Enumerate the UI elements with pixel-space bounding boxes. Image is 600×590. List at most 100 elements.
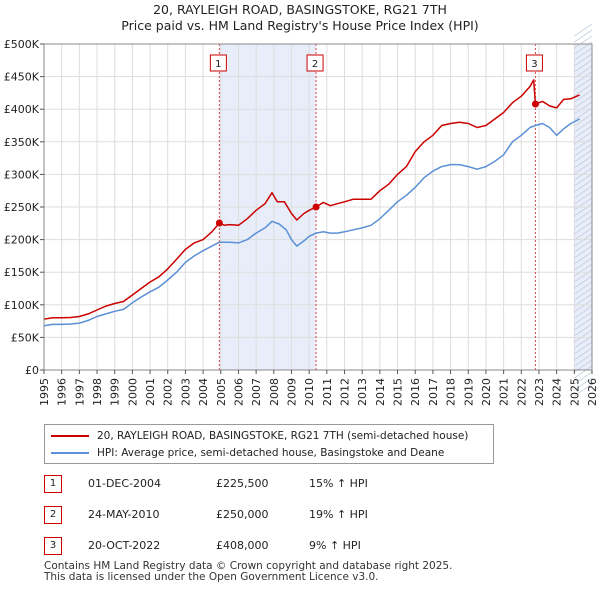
x-tick-label: 2000 <box>126 378 139 406</box>
x-tick-label: 1996 <box>56 378 69 406</box>
y-tick-label: £100K <box>4 299 40 312</box>
hatch-line <box>574 35 593 49</box>
hatch-line <box>574 227 593 241</box>
hatch-line <box>574 257 593 271</box>
hatch-line <box>574 185 593 199</box>
legend-swatch-hpi <box>51 452 89 454</box>
hatch-line <box>574 377 593 391</box>
x-tick-label: 2003 <box>179 378 192 406</box>
hatch-line <box>574 149 593 163</box>
series-lines <box>43 79 580 327</box>
hatch-line <box>574 143 593 157</box>
x-tick-label: 2010 <box>303 378 316 406</box>
hatch-line <box>574 197 593 211</box>
hatch-line <box>574 365 593 379</box>
sale-label-box <box>306 54 324 72</box>
x-tick-label: 2011 <box>321 378 334 406</box>
x-tick-label: 2007 <box>250 378 263 406</box>
y-tick-label: £300K <box>4 168 40 181</box>
x-tick-label: 2024 <box>551 378 564 406</box>
hatch-line <box>574 335 593 349</box>
hatch-line <box>574 173 593 187</box>
hatch-line <box>574 161 593 175</box>
x-tick-label: 2015 <box>392 378 405 406</box>
hatch-line <box>574 203 593 217</box>
legend-swatch-property <box>51 435 89 437</box>
footer-copyright: Contains HM Land Registry data © Crown c… <box>44 560 453 572</box>
x-tick-label: 2025 <box>568 378 581 406</box>
x-tick-label: 2022 <box>515 378 528 406</box>
hatch-line <box>574 65 593 79</box>
legend-item-property: 20, RAYLEIGH ROAD, BASINGSTOKE, RG21 7TH… <box>51 428 468 444</box>
hatch-line <box>574 101 593 115</box>
chart-subtitle: Price paid vs. HM Land Registry's House … <box>121 18 479 33</box>
hatch-line <box>574 275 593 289</box>
hatch-line <box>574 89 593 103</box>
x-tick-label: 2018 <box>445 378 458 406</box>
hatch-line <box>574 353 593 367</box>
x-tick-label: 2016 <box>409 378 422 406</box>
hatch-line <box>574 329 593 343</box>
sale-label-text: 3 <box>531 59 537 70</box>
x-tick-label: 1998 <box>91 378 104 406</box>
legend: 20, RAYLEIGH ROAD, BASINGSTOKE, RG21 7TH… <box>44 424 494 464</box>
sale-label-box <box>525 54 543 72</box>
hatch-line <box>574 83 593 97</box>
sale-point <box>215 219 223 227</box>
hatch-line <box>574 191 593 205</box>
transaction-hpi: 19% ↑ HPI <box>309 508 368 521</box>
legend-label-property: 20, RAYLEIGH ROAD, BASINGSTOKE, RG21 7TH… <box>97 430 469 442</box>
x-tick-label: 1997 <box>73 378 86 406</box>
transaction-number: 2 <box>44 506 62 524</box>
chart-title: 20, RAYLEIGH ROAD, BASINGSTOKE, RG21 7TH <box>153 2 447 17</box>
y-tick-label: £350K <box>4 136 40 149</box>
y-tick-label: £400K <box>4 103 40 116</box>
x-tick-label: 2009 <box>285 378 298 406</box>
hatch-line <box>574 311 593 325</box>
y-tick-label: £500K <box>4 38 40 51</box>
x-tick-label: 2002 <box>162 378 175 406</box>
hatch-line <box>574 119 593 133</box>
sale-labels: 1 2 3 <box>209 54 543 72</box>
footer-licence: This data is licensed under the Open Gov… <box>44 571 379 583</box>
footer: Contains HM Land Registry data © Crown c… <box>44 561 452 583</box>
transaction-date: 20-OCT-2022 <box>88 539 161 552</box>
hatch-line <box>574 107 593 121</box>
hatch-line <box>574 341 593 355</box>
transaction-price: £225,500 <box>216 477 269 490</box>
hatch-line <box>574 239 593 253</box>
hatch-line <box>574 113 593 127</box>
y-tick-label: £250K <box>4 201 40 214</box>
hatch-line <box>574 53 593 67</box>
x-tick-label: 2026 <box>586 378 599 406</box>
x-tick-label: 2004 <box>197 378 210 406</box>
transaction-date: 01-DEC-2004 <box>88 477 162 490</box>
hatch-line <box>574 293 593 307</box>
x-tick-label: 2021 <box>498 378 511 406</box>
x-tick-label: 2005 <box>215 378 228 406</box>
transaction-number: 1 <box>44 475 62 493</box>
transaction-date: 24-MAY-2010 <box>88 508 160 521</box>
hatch-line <box>574 59 593 73</box>
hatch-line <box>574 125 593 139</box>
hatch-line <box>574 137 593 151</box>
hatch-line <box>574 215 593 229</box>
sale-points <box>215 100 539 227</box>
hatch-line <box>574 299 593 313</box>
hatch-line <box>574 323 593 337</box>
x-tick-label: 1999 <box>109 378 122 406</box>
hatch-line <box>574 251 593 265</box>
chart-title-block: 20, RAYLEIGH ROAD, BASINGSTOKE, RG21 7TH… <box>0 2 600 34</box>
y-tick-label: £0 <box>25 364 39 377</box>
hatch-line <box>574 209 593 223</box>
sale-label-text: 2 <box>312 59 318 70</box>
x-tick-label: 2014 <box>374 378 387 406</box>
hatch-line <box>574 305 593 319</box>
hatch-line <box>574 179 593 193</box>
x-axis-ticks: 1995 1996 1997 1998 1999 2000 2001 2002 2003 2004… <box>38 370 599 406</box>
hatch-line <box>574 29 593 43</box>
x-tick-label: 2008 <box>268 378 281 406</box>
x-tick-label: 2012 <box>339 378 352 406</box>
x-tick-label: 2020 <box>480 378 493 406</box>
grid <box>43 43 593 371</box>
